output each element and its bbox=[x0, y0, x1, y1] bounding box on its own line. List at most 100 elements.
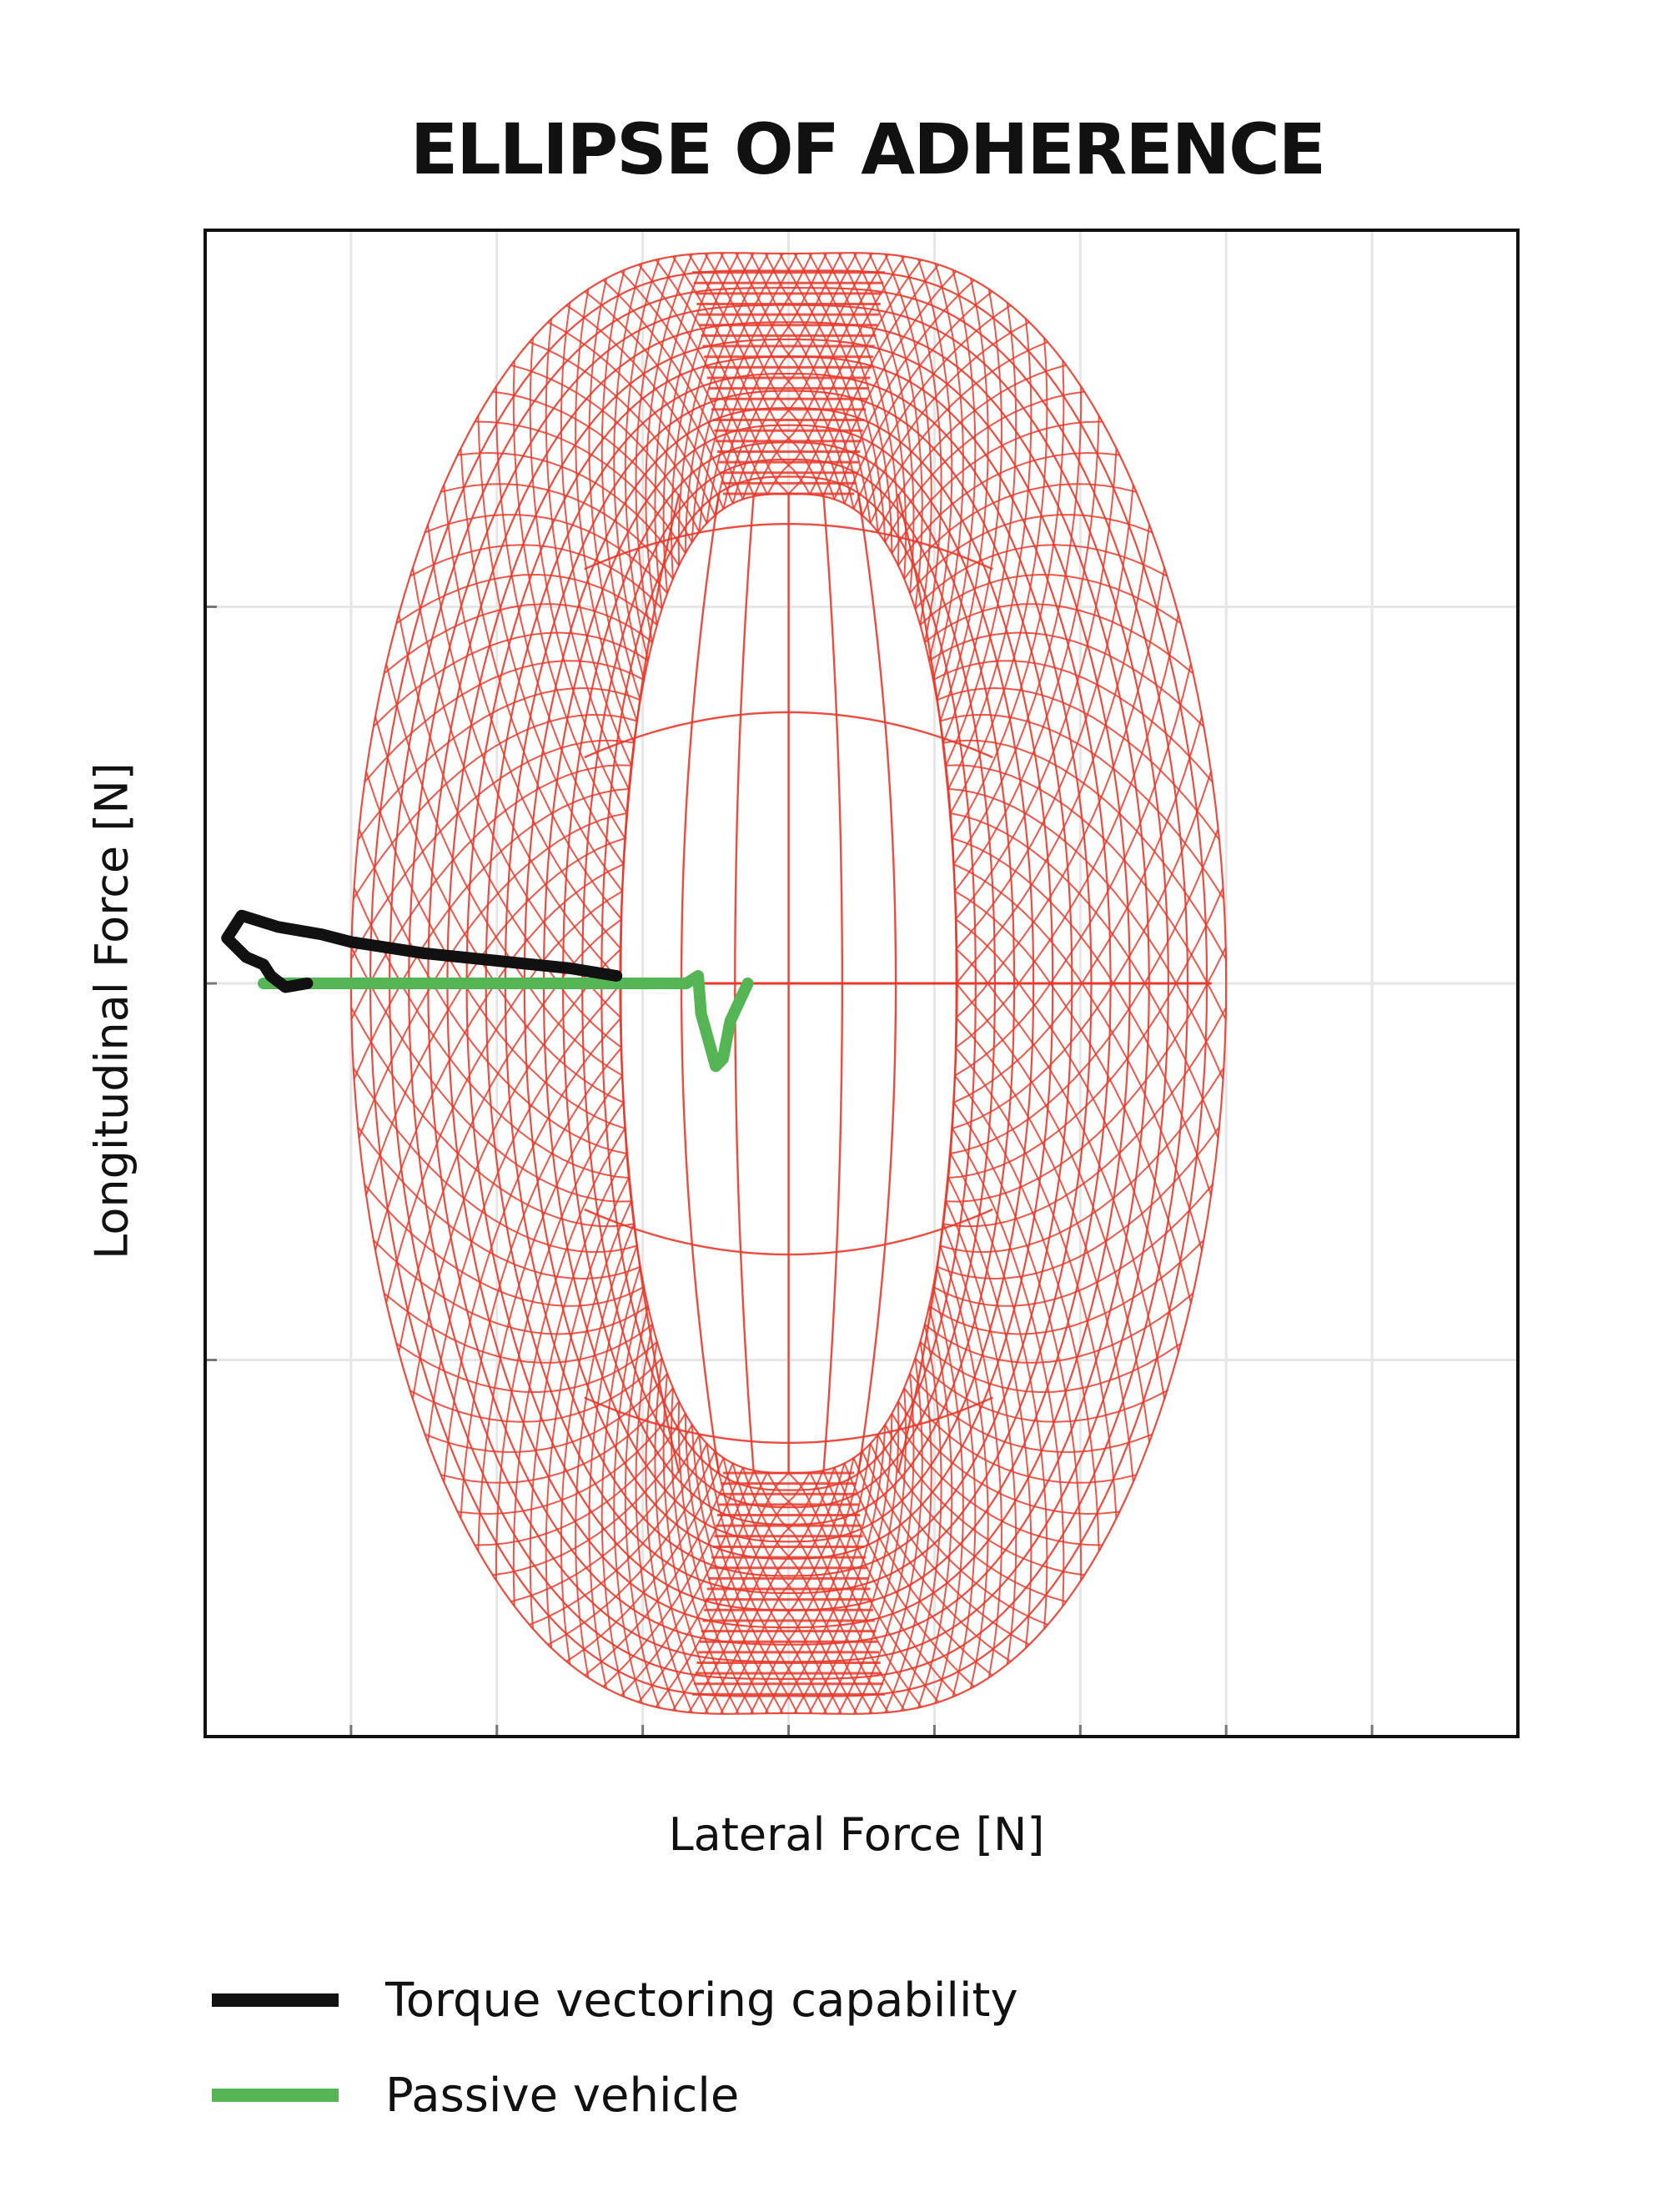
envelope-spoke bbox=[645, 254, 693, 626]
envelope-spoke bbox=[409, 544, 663, 610]
envelope-spoke bbox=[688, 254, 824, 497]
envelope-spoke bbox=[939, 1245, 989, 1689]
envelope-spoke bbox=[560, 302, 632, 767]
envelope-spoke bbox=[955, 448, 1118, 920]
envelope-spoke bbox=[837, 1387, 907, 1715]
envelope-spoke bbox=[662, 1373, 725, 1715]
envelope-spoke bbox=[457, 1400, 680, 1516]
envelope-spoke bbox=[917, 1305, 953, 1708]
envelope-spoke bbox=[440, 483, 674, 580]
envelope-spoke bbox=[620, 1470, 756, 1697]
envelope-spoke bbox=[952, 837, 1213, 1196]
envelope-spoke bbox=[843, 290, 993, 504]
envelope-spoke bbox=[897, 451, 1120, 566]
envelope-spoke bbox=[942, 739, 1227, 960]
envelope-spoke bbox=[955, 614, 1179, 1048]
envelope-spoke bbox=[475, 420, 686, 554]
envelope-spoke bbox=[940, 1067, 1225, 1254]
envelope-spoke bbox=[373, 1239, 649, 1335]
envelope-spoke bbox=[903, 483, 1137, 580]
envelope-spoke bbox=[884, 1424, 1085, 1576]
x-axis-label: Lateral Force [N] bbox=[668, 1808, 1045, 1861]
envelope-spoke bbox=[869, 341, 1048, 524]
legend-label-torque-vectoring: Torque vectoring capability bbox=[385, 1973, 1018, 2028]
envelope-spoke bbox=[948, 887, 1224, 1179]
envelope-spoke bbox=[937, 1126, 1220, 1280]
envelope-spoke bbox=[932, 263, 964, 681]
envelope-spoke bbox=[914, 1357, 1168, 1423]
envelope-spoke bbox=[495, 386, 625, 865]
envelope-spoke bbox=[914, 544, 1168, 610]
envelope-spoke bbox=[545, 1177, 630, 1648]
envelope-spoke bbox=[575, 289, 635, 743]
envelope-spoke bbox=[529, 338, 628, 814]
envelope-spoke bbox=[952, 1128, 1065, 1606]
envelope-spoke bbox=[584, 1463, 734, 1677]
envelope-spoke bbox=[884, 1341, 932, 1713]
envelope-spoke bbox=[946, 764, 1227, 1020]
envelope-spoke bbox=[945, 302, 1017, 767]
envelope-spoke bbox=[350, 947, 631, 1203]
envelope-spoke bbox=[358, 812, 627, 1139]
envelope-spoke bbox=[460, 448, 622, 920]
envelope-spoke bbox=[937, 686, 1220, 841]
envelope-spoke bbox=[940, 713, 1225, 900]
envelope-spoke bbox=[833, 1467, 975, 1687]
envelope-spoke bbox=[638, 264, 768, 495]
envelope-spoke bbox=[600, 269, 641, 701]
envelope-spoke bbox=[357, 686, 641, 841]
envelope-spoke bbox=[741, 253, 873, 500]
envelope-spoke bbox=[852, 252, 915, 594]
envelope-spoke bbox=[704, 1467, 836, 1714]
envelope-spoke bbox=[440, 1387, 674, 1484]
envelope-spoke bbox=[955, 567, 1166, 1019]
legend-swatch-torque-vectoring bbox=[212, 1993, 339, 2007]
envelope-spoke bbox=[821, 270, 957, 497]
legend-label-passive-vehicle: Passive vehicle bbox=[385, 2068, 740, 2123]
envelope-spoke bbox=[364, 1184, 645, 1307]
envelope-spoke bbox=[939, 278, 989, 721]
envelope-spoke bbox=[602, 1467, 744, 1687]
envelope-spoke bbox=[475, 1413, 686, 1546]
envelope-spoke bbox=[955, 524, 1151, 984]
envelope-spoke bbox=[955, 918, 1179, 1353]
envelope-mesh-parallel bbox=[584, 523, 993, 571]
legend-item-torque-vectoring: Torque vectoring capability bbox=[212, 1968, 1018, 2032]
envelope-spoke bbox=[877, 1434, 1067, 1603]
envelope-spoke bbox=[942, 289, 1003, 743]
envelope-spoke bbox=[624, 259, 661, 661]
envelope-spoke bbox=[862, 321, 1030, 516]
envelope-mesh-parallel bbox=[584, 1396, 993, 1444]
envelope-spoke bbox=[613, 263, 646, 681]
envelope-spoke bbox=[365, 771, 626, 1129]
envelope-spoke bbox=[954, 415, 1100, 892]
envelope-spoke bbox=[425, 1373, 668, 1453]
envelope-spoke bbox=[869, 1443, 1048, 1626]
envelope-spoke bbox=[565, 1457, 725, 1662]
envelope-spoke bbox=[809, 264, 940, 495]
envelope-spoke bbox=[600, 1266, 641, 1697]
envelope-spoke bbox=[654, 1358, 709, 1714]
envelope-spoke bbox=[900, 1324, 942, 1712]
chart-title: ELLIPSE OF ADHERENCE bbox=[409, 108, 1326, 190]
envelope-spoke bbox=[620, 270, 756, 497]
envelope-spoke bbox=[385, 663, 623, 1077]
envelope-spoke bbox=[477, 1074, 623, 1551]
envelope-spoke bbox=[932, 1184, 1213, 1307]
envelope-spoke bbox=[952, 771, 1213, 1129]
plot-frame bbox=[203, 229, 1520, 1738]
envelope-spoke bbox=[955, 983, 1151, 1443]
envelope-spoke bbox=[547, 321, 716, 516]
legend: Torque vectoring capability Passive vehi… bbox=[212, 1968, 1018, 2159]
envelope-spoke bbox=[852, 1457, 1012, 1662]
envelope-spoke bbox=[352, 713, 637, 900]
envelope-spoke bbox=[932, 660, 1213, 783]
envelope-spoke bbox=[833, 279, 975, 500]
envelope-spoke bbox=[955, 948, 1166, 1400]
envelope-spoke bbox=[638, 1471, 768, 1703]
envelope-spoke bbox=[949, 1153, 1048, 1629]
envelope-spoke bbox=[352, 1067, 637, 1254]
envelope-spoke bbox=[936, 269, 977, 701]
envelope-spoke bbox=[909, 514, 1153, 594]
